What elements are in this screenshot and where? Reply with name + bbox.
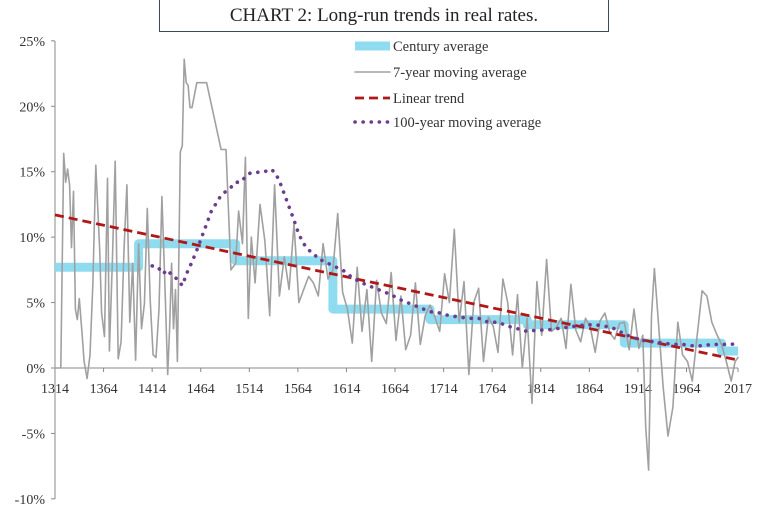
x-tick-label: 1414	[138, 382, 166, 397]
x-tick-label: 1364	[90, 382, 118, 397]
series-linear-trend	[54, 213, 739, 362]
x-tick-label: 1914	[624, 382, 652, 397]
y-tick-label: 15%	[19, 166, 45, 181]
series-layer	[54, 58, 740, 471]
y-tick-label: 20%	[19, 100, 45, 115]
x-tick-label: 1714	[430, 382, 458, 397]
x-tick-label: 1514	[235, 382, 263, 397]
legend-label: 7-year moving average	[393, 65, 527, 81]
y-tick-label: -10%	[15, 493, 46, 508]
legend-label: Century average	[393, 39, 488, 55]
legend: Century average 7-year moving average Line…	[353, 39, 541, 131]
x-tick-label: 1614	[332, 382, 360, 397]
series-century-average	[55, 239, 738, 356]
x-tick-label: 1864	[575, 382, 603, 397]
x-tick-label: 1664	[381, 382, 409, 397]
x-tick-label: 1814	[527, 382, 555, 397]
x-tick-label: 1964	[673, 382, 701, 397]
legend-label: Linear trend	[393, 91, 465, 107]
y-tick-label: 0%	[26, 362, 45, 377]
x-tick-label: 1464	[187, 382, 215, 397]
x-tick-label: 1314	[41, 382, 69, 397]
x-tick-label: 1764	[478, 382, 506, 397]
y-tick-label: 10%	[19, 231, 45, 246]
chart-title: CHART 2: Long-run trends in real rates.	[159, 0, 609, 32]
series-100-year-moving-average	[150, 167, 740, 348]
x-tick-label: 1564	[284, 382, 312, 397]
y-tick-label: 5%	[26, 297, 45, 312]
series-7-year-moving-average	[54, 58, 739, 471]
legend-label: 100-year moving average	[393, 115, 541, 131]
y-tick-label: -5%	[22, 427, 46, 442]
axes: 25% 20% 15% 10% 5% 0% -5% -10% 1314 1364 1414 1464 1…	[15, 35, 752, 508]
y-tick-label: 25%	[19, 35, 45, 50]
x-tick-label: 2017	[724, 382, 752, 397]
